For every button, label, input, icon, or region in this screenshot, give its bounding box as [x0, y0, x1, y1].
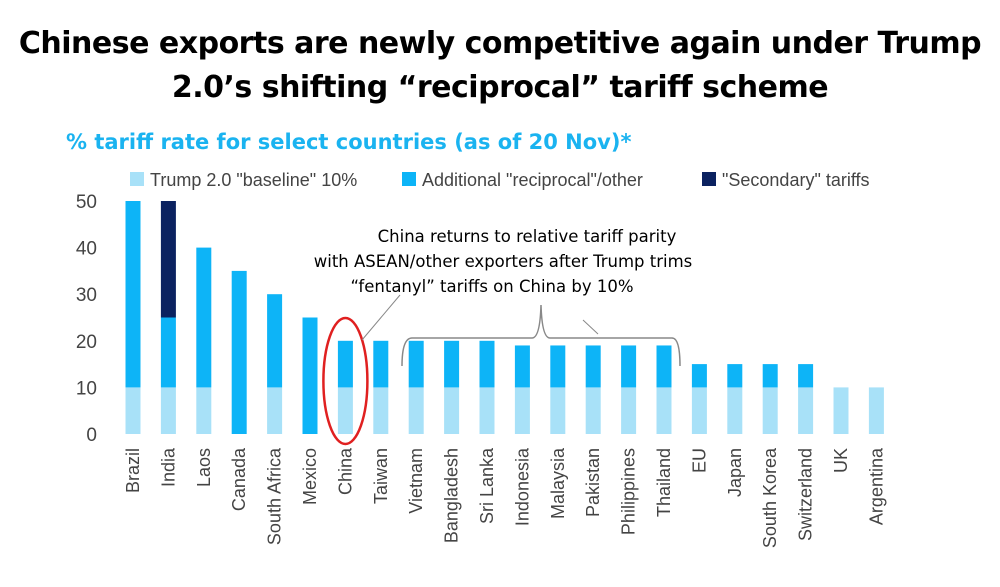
x-tick-label: India [158, 447, 178, 487]
y-tick-label: 0 [86, 425, 97, 446]
bar-india-series-1 [160, 317, 176, 388]
bars [125, 201, 884, 434]
bar-vietnam-series-0 [408, 387, 424, 434]
legend-swatch [402, 172, 416, 186]
chart-title: Chinese exports are newly competitive ag… [18, 26, 982, 105]
bar-india-series-2 [160, 201, 176, 318]
annotation: China returns to relative tariff parity … [314, 227, 693, 446]
bar-china-series-1 [337, 340, 353, 388]
bar-indonesia-series-0 [514, 387, 530, 434]
x-tick-label: China [335, 447, 355, 495]
bar-eu-series-1 [691, 364, 707, 388]
bar-malaysia-series-0 [550, 387, 566, 434]
bar-vietnam-series-1 [408, 340, 424, 388]
bar-indonesia-series-1 [514, 345, 530, 388]
bar-taiwan-series-0 [373, 387, 389, 434]
x-tick-label: Switzerland [796, 448, 816, 541]
annotation-line-1: China returns to relative tariff parity [378, 227, 677, 246]
bar-brazil-series-1 [125, 201, 141, 388]
bar-mexico-series-1 [302, 317, 318, 434]
legend-swatch [702, 172, 716, 186]
x-axis: Brazil India Laos Canada South Africa Mexico C… [123, 447, 886, 548]
annotation-line-3: “fentanyl” tariffs on China by 10% [350, 277, 633, 296]
bar-pakistan-series-1 [585, 345, 601, 388]
annotation-leader-line [582, 319, 599, 335]
x-tick-label: Argentina [866, 447, 886, 525]
bar-japan-series-0 [727, 387, 743, 434]
bar-laos-series-0 [196, 387, 212, 434]
annotation-line-2: with ASEAN/other exporters after Trump t… [314, 252, 693, 271]
x-tick-label: Malaysia [548, 447, 568, 519]
x-tick-label: EU [689, 448, 709, 473]
x-tick-label: Bangladesh [442, 448, 462, 543]
legend-label: Additional "reciprocal"/other [422, 170, 643, 190]
x-tick-label: Thailand [654, 448, 674, 517]
bar-laos-series-1 [196, 247, 212, 388]
x-tick-label: Vietnam [406, 448, 426, 514]
bar-india-series-0 [160, 387, 176, 434]
bar-thailand-series-0 [656, 387, 672, 434]
bar-uk-series-0 [833, 387, 849, 434]
bar-philippines-series-0 [621, 387, 637, 434]
y-tick-label: 10 [76, 378, 97, 399]
x-tick-label: Sri Lanka [477, 447, 497, 524]
x-tick-label: Brazil [123, 448, 143, 493]
bar-brazil-series-0 [125, 387, 141, 434]
legend: Trump 2.0 "baseline" 10% Additional "reci… [130, 170, 870, 190]
bar-philippines-series-1 [621, 345, 637, 388]
bar-south-korea-series-1 [762, 364, 778, 388]
bar-south-korea-series-0 [762, 387, 778, 434]
bar-sri-lanka-series-1 [479, 340, 495, 388]
x-tick-label: Japan [725, 448, 745, 497]
chart-subtitle: % tariff rate for select countries (as o… [66, 130, 632, 154]
bar-pakistan-series-0 [585, 387, 601, 434]
y-tick-label: 20 [76, 332, 97, 353]
legend-swatch [130, 172, 144, 186]
bar-malaysia-series-1 [550, 345, 566, 388]
x-tick-label: Canada [229, 447, 249, 511]
y-tick-label: 50 [76, 192, 97, 213]
x-tick-label: Indonesia [512, 447, 532, 526]
bar-sri-lanka-series-0 [479, 387, 495, 434]
legend-label: "Secondary" tariffs [722, 170, 870, 190]
bar-taiwan-series-1 [373, 340, 389, 388]
x-tick-label: South Africa [265, 447, 285, 545]
y-tick-label: 40 [76, 239, 97, 260]
bar-bangladesh-series-1 [444, 340, 460, 388]
annotation-leader-line [361, 294, 401, 341]
bar-south-africa-series-1 [267, 294, 283, 388]
bar-china-series-0 [337, 387, 353, 434]
bar-south-africa-series-0 [267, 387, 283, 434]
bar-canada-series-1 [231, 270, 247, 434]
bar-bangladesh-series-0 [444, 387, 460, 434]
bar-switzerland-series-0 [798, 387, 814, 434]
y-axis: 0 10 20 30 40 50 [76, 192, 97, 446]
group-brace [401, 304, 681, 367]
bar-argentina-series-0 [868, 387, 884, 434]
x-tick-label: Pakistan [583, 448, 603, 517]
legend-label: Trump 2.0 "baseline" 10% [150, 170, 357, 190]
highlight-ellipse [322, 316, 369, 446]
x-tick-label: South Korea [760, 447, 780, 548]
bar-eu-series-0 [691, 387, 707, 434]
x-tick-label: Philippines [619, 448, 639, 535]
bar-thailand-series-1 [656, 345, 672, 388]
x-tick-label: UK [831, 448, 851, 473]
bar-switzerland-series-1 [798, 364, 814, 388]
x-tick-label: Mexico [300, 448, 320, 505]
x-tick-label: Laos [194, 448, 214, 487]
bar-japan-series-1 [727, 364, 743, 388]
x-tick-label: Taiwan [371, 448, 391, 504]
y-tick-label: 30 [76, 285, 97, 306]
